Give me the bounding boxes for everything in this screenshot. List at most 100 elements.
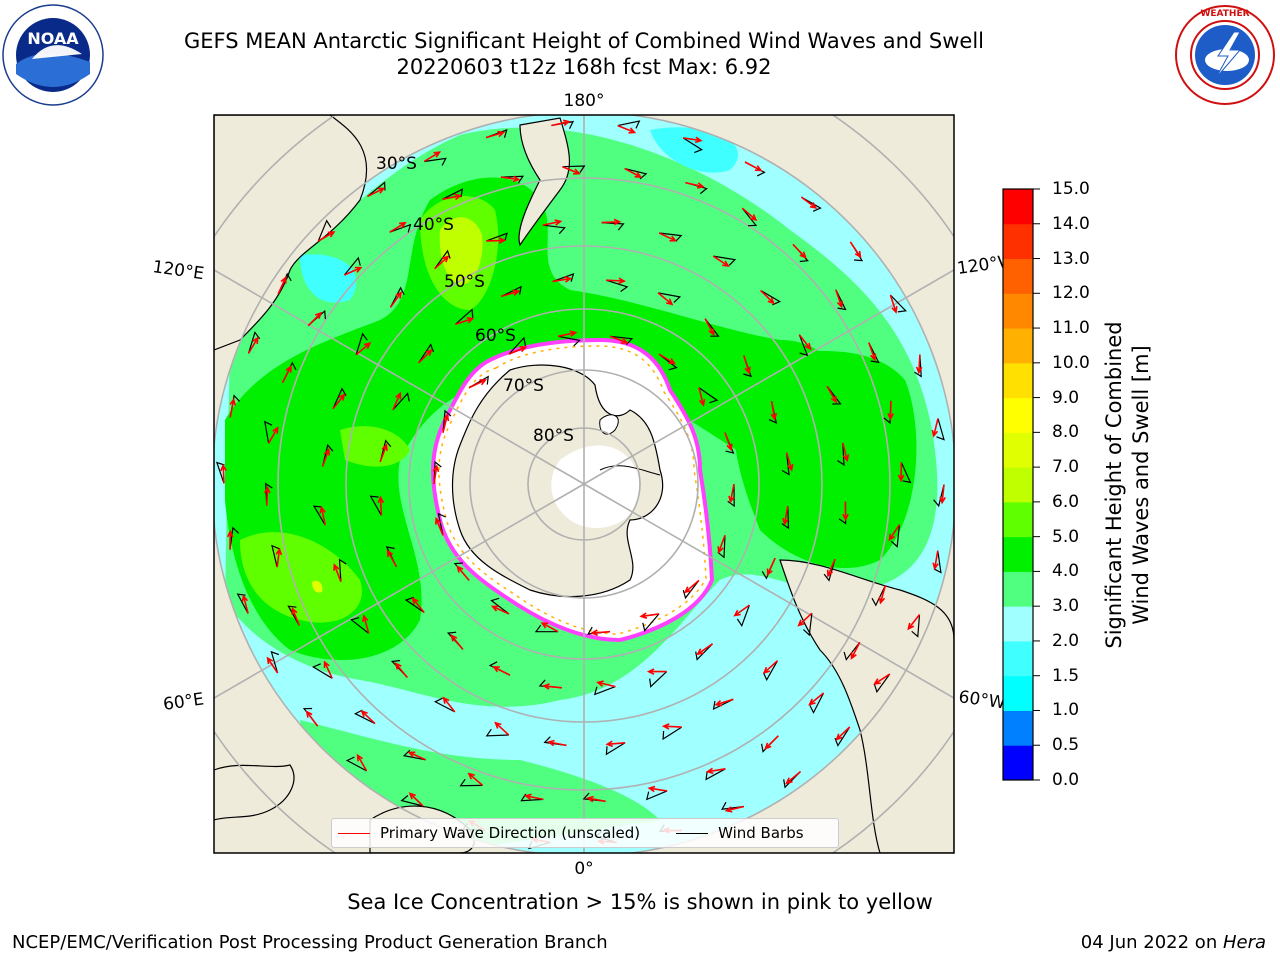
wind-barb — [345, 756, 367, 772]
wind-barb — [424, 157, 447, 166]
wave-direction-arrow — [501, 289, 521, 298]
wave-direction-arrow — [394, 662, 408, 679]
colorbar-tick-label: 0.5 — [1052, 735, 1080, 756]
wave-direction-arrow — [932, 550, 939, 571]
wave-direction-arrow — [323, 660, 333, 679]
wind-barb — [900, 462, 912, 484]
wave-direction-arrow — [552, 276, 573, 283]
wave-direction-arrow — [682, 136, 703, 144]
lon-label-60w: 60°W — [957, 687, 1006, 713]
wind-barb — [486, 232, 508, 242]
wave-direction-arrow — [305, 710, 319, 727]
wave-direction-arrow — [741, 207, 758, 222]
colorbar-tick-label: 10.0 — [1052, 352, 1090, 373]
wave-direction-arrow — [467, 772, 484, 787]
wind-barb — [534, 624, 558, 633]
wind-barb — [542, 224, 566, 235]
wave-direction-arrow — [500, 175, 521, 183]
wind-barb — [781, 452, 790, 476]
wave-direction-arrow — [586, 795, 606, 803]
wind-barb — [247, 331, 261, 354]
legend-red-line — [338, 832, 370, 834]
noaa-logo: NOAA — [2, 4, 104, 106]
wind-barb — [459, 778, 483, 787]
wave-direction-arrow — [826, 385, 838, 404]
wave-direction-arrow — [423, 151, 442, 163]
wind-barb — [914, 354, 922, 378]
wind-barb — [649, 671, 668, 688]
wave-direction-arrow — [798, 334, 812, 351]
national-weather-service-logo: WEATHER — [1175, 5, 1275, 105]
wind-barb — [400, 795, 424, 807]
south-america-landmass — [779, 559, 954, 853]
colorbar-segment — [1003, 328, 1033, 364]
wind-barb — [871, 585, 886, 607]
wave-direction-arrow — [562, 165, 581, 175]
wave-direction-arrow — [785, 452, 794, 472]
wave-direction-arrow — [485, 130, 506, 139]
wave-direction-arrow — [432, 464, 440, 485]
wind-barb — [843, 641, 861, 661]
wave-direction-arrow — [407, 751, 427, 761]
wave-direction-arrow — [455, 317, 475, 325]
wave-direction-arrow — [434, 255, 450, 270]
wave-direction-arrow — [442, 193, 463, 201]
footer-date-text: 04 Jun 2022 on — [1080, 932, 1223, 953]
wind-barb — [520, 793, 544, 802]
wave-direction-arrow — [379, 443, 388, 463]
graticule — [214, 115, 954, 853]
wind-barb — [617, 120, 641, 129]
wave-direction-arrow — [247, 336, 259, 354]
colorbar — [1003, 188, 1040, 781]
wind-barb — [605, 279, 629, 292]
colorbar-segment — [1003, 467, 1033, 503]
wind-barb — [659, 232, 683, 242]
wind-barb — [593, 686, 616, 696]
wind-barb — [389, 286, 405, 308]
wind-barb — [609, 335, 634, 346]
wave-direction-arrow — [362, 614, 370, 634]
colorbar-tick-label: 12.0 — [1052, 283, 1090, 304]
wave-direction-arrow — [835, 289, 844, 309]
colorbar-segment — [1003, 501, 1033, 538]
colorbar-segment — [1003, 258, 1033, 294]
wave-direction-arrow — [714, 698, 734, 707]
wave-direction-arrow — [601, 218, 622, 226]
wave-band-6m — [439, 217, 483, 285]
wave-direction-arrow — [785, 770, 802, 785]
wave-direction-arrow — [277, 275, 287, 295]
lon-label-120e: 120°E — [151, 257, 205, 284]
colorbar-tick-label: 2.0 — [1052, 630, 1080, 651]
wave-direction-arrow — [546, 739, 567, 747]
wind-barb — [835, 289, 847, 311]
wave-direction-arrow — [408, 792, 424, 807]
wind-barb — [500, 175, 525, 184]
wind-barb — [890, 524, 900, 548]
wave-direction-arrow — [897, 462, 905, 483]
wind-barb — [442, 188, 464, 200]
wind-barb — [490, 597, 510, 615]
wave-direction-arrow — [850, 641, 861, 660]
wave-direction-arrow — [542, 683, 562, 690]
wind-barb — [434, 249, 451, 270]
wind-barb — [727, 483, 735, 508]
wind-barb — [645, 790, 668, 801]
wave-direction-arrow — [764, 735, 779, 750]
wave-direction-arrow — [435, 516, 444, 536]
wind-barb — [834, 726, 851, 747]
wind-barb — [741, 207, 758, 227]
wind-barb — [933, 484, 945, 508]
wave-band-5m — [240, 532, 362, 623]
wave-direction-arrow — [617, 124, 637, 134]
wind-barb — [868, 342, 880, 364]
colorbar-tick-label: 14.0 — [1052, 213, 1090, 234]
wave-direction-arrow — [229, 397, 236, 418]
wind-barb — [350, 617, 370, 634]
wave-direction-arrow — [263, 485, 271, 506]
wave-direction-arrow — [744, 161, 763, 172]
colorbar-segment — [1003, 536, 1033, 572]
wave-direction-arrow — [683, 579, 700, 594]
wave-direction-arrow — [696, 643, 713, 656]
colorbar-tick-label: 11.0 — [1052, 318, 1090, 339]
chart-title: GEFS MEAN Antarctic Significant Height o… — [183, 29, 985, 53]
